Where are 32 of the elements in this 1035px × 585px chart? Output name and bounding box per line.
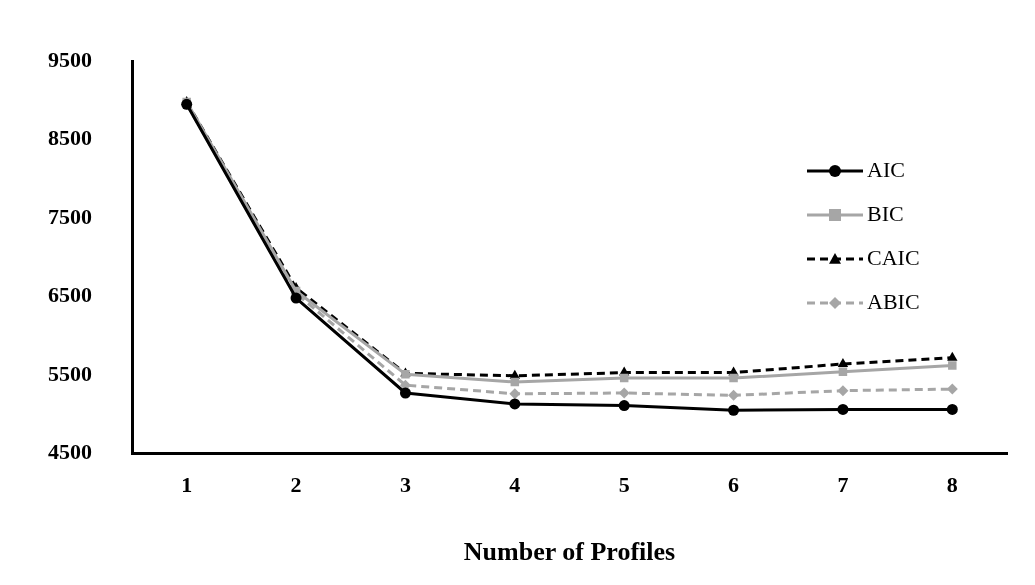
point [837, 403, 849, 415]
legend-label: CAIC [867, 244, 920, 270]
y-tick-label: 7500 [48, 203, 92, 229]
y-tick-label: 9500 [48, 46, 92, 72]
y-tick-label: 4500 [48, 439, 92, 465]
legend-label: AIC [867, 156, 905, 182]
point [729, 373, 738, 383]
legend-label: ABIC [867, 288, 920, 314]
point [509, 388, 521, 400]
point [399, 387, 411, 399]
y-tick-label: 6500 [48, 282, 92, 308]
x-tick-label: 1 [181, 472, 193, 498]
point [837, 385, 849, 397]
point [509, 398, 521, 410]
point [837, 357, 849, 367]
x-tick-label: 7 [837, 472, 849, 498]
point [946, 403, 958, 415]
legend-label: BIC [867, 200, 904, 226]
point [290, 292, 302, 304]
y-tick-label: 5500 [48, 360, 92, 386]
point [948, 361, 957, 370]
x-tick-label: 4 [509, 472, 521, 498]
x-tick-label: 8 [946, 472, 958, 498]
x-tick-label: 5 [618, 472, 630, 498]
x-tick-label: 2 [290, 472, 302, 498]
point [728, 404, 740, 416]
x-tick-label: 6 [728, 472, 740, 498]
x-axis-title: Number of Profiles [463, 537, 676, 567]
x-tick-label: 3 [399, 472, 411, 498]
point [618, 400, 630, 412]
y-tick-label: 8500 [48, 125, 92, 151]
point [947, 351, 958, 361]
